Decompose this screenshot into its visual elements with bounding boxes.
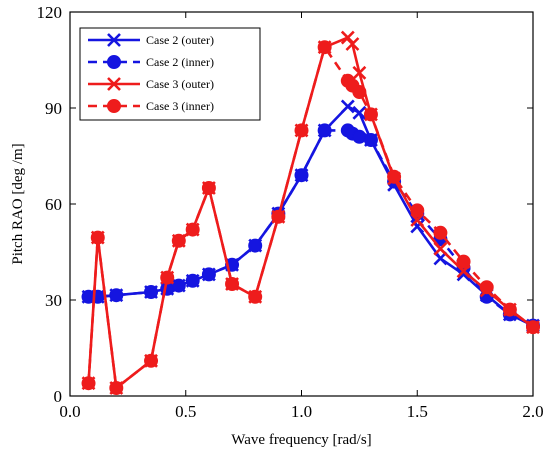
x-tick-label: 0.0: [59, 402, 80, 421]
circle-marker: [294, 168, 309, 183]
x-axis-label: Wave frequency [rad/s]: [231, 432, 371, 448]
circle-marker: [363, 107, 378, 122]
y-axis-label: Pitch RAO [deg /m]: [10, 143, 26, 264]
y-tick-label: 60: [45, 195, 62, 214]
circle-marker: [456, 254, 471, 269]
circle-marker: [185, 273, 200, 288]
x-marker: [433, 241, 448, 256]
y-tick-label: 90: [45, 99, 62, 118]
legend-item: Case 3 (inner): [88, 99, 214, 113]
circle-marker: [201, 181, 216, 195]
series-line: [87, 45, 534, 390]
circle-marker: [225, 277, 240, 291]
circle-marker: [81, 376, 96, 391]
circle-marker: [502, 302, 517, 317]
circle-marker: [248, 289, 263, 304]
x-tick-label: 0.5: [175, 402, 196, 421]
circle-marker: [248, 238, 263, 253]
circle-marker: [109, 288, 124, 303]
circle-marker: [433, 225, 448, 240]
x-marker: [352, 105, 367, 120]
circle-marker: [107, 99, 121, 113]
circle-marker: [317, 123, 332, 138]
x-tick-label: 2.0: [522, 402, 543, 421]
x-marker: [352, 65, 367, 80]
y-tick-label: 0: [54, 387, 63, 406]
legend-label: Case 2 (inner): [146, 55, 214, 69]
circle-marker: [109, 381, 124, 395]
circle-marker: [363, 133, 378, 147]
circle-marker: [171, 233, 186, 248]
legend-label: Case 3 (inner): [146, 99, 214, 113]
legend-label: Case 3 (outer): [146, 77, 214, 91]
circle-marker: [171, 278, 186, 293]
circle-marker: [271, 209, 286, 224]
circle-marker: [144, 353, 159, 368]
circle-marker: [160, 270, 175, 285]
x-marker: [345, 37, 360, 51]
x-tick-label: 1.0: [291, 402, 312, 421]
circle-marker: [387, 169, 402, 184]
series-layer: [81, 30, 540, 395]
legend-item: Case 2 (inner): [88, 55, 214, 69]
circle-marker: [526, 320, 540, 335]
y-tick-label: 120: [37, 3, 63, 22]
axes: 0.0 0.5 1.0 1.5 2.0 0 30 60 90 120: [37, 3, 544, 421]
circle-marker: [201, 267, 216, 282]
legend: Case 2 (outer) Case 2 (inner) Case 3 (oute…: [79, 27, 261, 121]
circle-marker: [294, 123, 309, 138]
circle-marker: [479, 280, 494, 295]
y-tick-label: 30: [45, 291, 62, 310]
legend-label: Case 2 (outer): [146, 33, 214, 47]
x-marker: [107, 33, 121, 47]
x-marker: [340, 99, 355, 114]
x-marker: [107, 77, 121, 91]
circle-marker: [185, 222, 200, 237]
legend-item: Case 3 (outer): [88, 77, 214, 91]
circle-marker: [410, 203, 425, 218]
circle-marker: [107, 55, 121, 69]
circle-marker: [352, 129, 367, 144]
circle-marker: [317, 40, 332, 55]
circle-marker: [352, 85, 367, 99]
circle-marker: [90, 230, 105, 245]
x-tick-label: 1.5: [407, 402, 428, 421]
legend-item: Case 2 (outer): [88, 33, 214, 47]
series-case-3-inner: [81, 40, 540, 395]
circle-marker: [144, 285, 159, 299]
